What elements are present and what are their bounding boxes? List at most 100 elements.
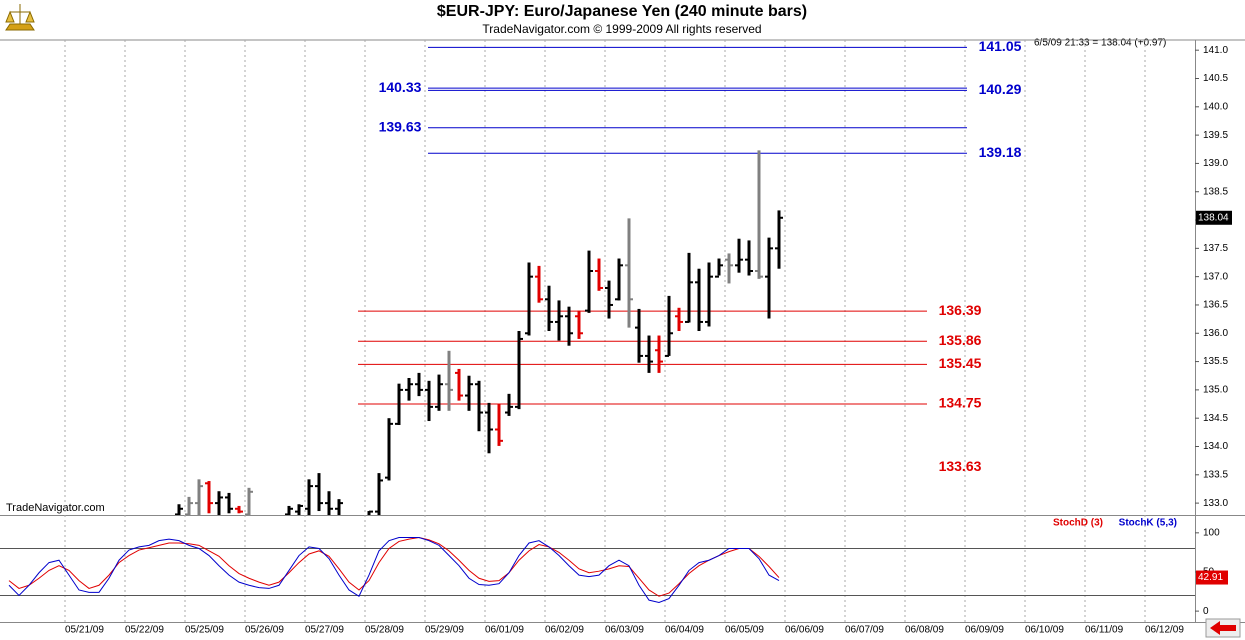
ohlc-bar [415,372,423,397]
y-tick-label: 140.5 [1203,73,1228,84]
y-tick-label: 138.5 [1203,186,1228,197]
level-label: 141.05 [979,38,1022,54]
ohlc-bar [295,504,303,515]
ohlc-bar [395,383,403,425]
ohlc-bar [665,295,673,357]
ohlc-bar [235,505,243,514]
stoch-tick-label: 100 [1203,527,1220,538]
ohlc-bar [505,393,513,416]
ohlc-bar [755,150,763,279]
level-label: 139.18 [979,144,1022,160]
ohlc-bar [225,492,233,514]
ohlc-bar [495,404,503,446]
y-tick-label: 137.5 [1203,243,1228,254]
y-tick-label: 133.0 [1203,498,1228,509]
ohlc-bar [305,479,313,515]
ohlc-bar [705,262,713,327]
ohlc-bar [645,335,653,373]
ohlc-bar [765,237,773,319]
stoch-value-box [1196,570,1228,585]
exit-arrow[interactable] [1205,618,1241,638]
ohlc-bar [205,481,213,514]
stoch-line [8,537,780,597]
level-label: 133.63 [939,458,982,474]
ohlc-bar [375,473,383,515]
ohlc-bar [475,380,483,432]
x-tick-label: 06/01/09 [485,625,524,636]
ohlc-bar [745,240,753,276]
ohlc-bar [195,479,203,515]
x-tick-label: 05/29/09 [425,625,464,636]
last-price-label: 138.04 [1198,212,1229,223]
y-tick-label: 135.0 [1203,385,1228,396]
ohlc-bar [575,310,583,339]
ohlc-bar [545,285,553,332]
ohlc-bar [625,218,633,328]
ohlc-bar [245,487,253,515]
y-tick-label: 139.0 [1203,158,1228,169]
ohlc-bar [325,491,333,515]
stoch-tick-label: 0 [1203,606,1209,617]
level-label: 140.29 [979,81,1022,97]
ohlc-bar [445,350,453,411]
ohlc-bar [175,504,183,515]
price-info: 6/5/09 21:33 = 138.04 (+0.97) [1034,38,1166,49]
y-tick-label: 136.5 [1203,300,1228,311]
x-tick-label: 05/26/09 [245,625,284,636]
ohlc-bar [675,307,683,332]
legend-item: StochD (3) [1053,518,1103,529]
ohlc-bar [585,250,593,313]
level-label: 136.39 [939,302,982,318]
ohlc-bar [465,375,473,411]
ohlc-bar [215,491,223,515]
ohlc-bar [655,335,663,373]
ohlc-bar [425,380,433,422]
ohlc-bar [185,496,193,515]
x-tick-label: 05/22/09 [125,625,164,636]
y-tick-label: 139.5 [1203,130,1228,141]
y-tick-label: 136.0 [1203,328,1228,339]
ohlc-bar [595,258,603,291]
ohlc-bar [335,499,343,515]
y-tick-label: 134.5 [1203,413,1228,424]
y-tick-label: 140.0 [1203,101,1228,112]
x-tick-label: 06/08/09 [905,625,944,636]
level-label: 135.86 [939,332,982,348]
ohlc-bar [435,374,443,411]
level-label: 139.63 [379,118,422,134]
ohlc-bar [455,368,463,401]
ohlc-bar [725,253,733,284]
stoch-line [8,537,780,604]
ohlc-bar [605,280,613,319]
ohlc-bar [565,306,573,346]
x-tick-label: 05/21/09 [65,625,104,636]
x-tick-label: 06/11/09 [1085,625,1124,636]
x-tick-label: 05/28/09 [365,625,404,636]
y-tick-label: 137.0 [1203,271,1228,282]
y-tick-label: 135.5 [1203,356,1228,367]
ohlc-bar [385,418,393,481]
x-tick-label: 06/12/09 [1145,625,1184,636]
ohlc-bar [405,377,413,401]
x-tick-label: 05/27/09 [305,625,344,636]
legend-item: StochK (5,3) [1119,518,1177,529]
price-bars [175,150,783,515]
ohlc-bar [315,473,323,512]
x-tick-label: 06/10/09 [1025,625,1064,636]
y-tick-label: 134.0 [1203,441,1228,452]
ohlc-bar [535,265,543,303]
stoch-lines [8,537,780,604]
ohlc-bar [635,308,643,363]
x-tick-label: 06/04/09 [665,625,704,636]
stoch-value-label: 42.91 [1198,572,1223,583]
x-tick-label: 06/02/09 [545,625,584,636]
ohlc-bar [715,258,723,278]
chart-subtitle: TradeNavigator.com © 1999-2009 All right… [482,22,761,36]
watermark: TradeNavigator.com [6,502,105,514]
level-label: 140.33 [379,79,422,95]
y-tick-label: 141.0 [1203,45,1228,56]
level-label: 135.45 [939,355,982,371]
